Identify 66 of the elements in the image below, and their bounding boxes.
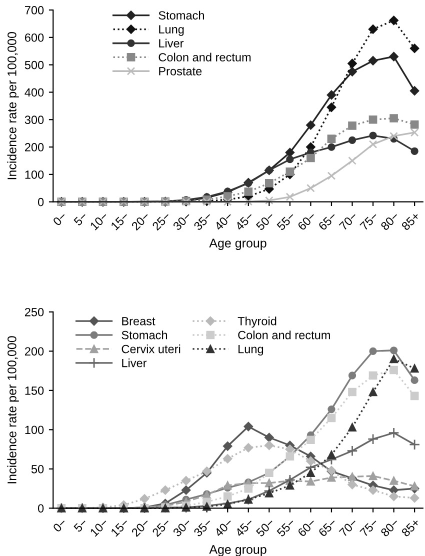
legend-label: Prostate	[159, 67, 202, 76]
x-axis-title: Age group	[209, 238, 266, 250]
legend-label: Colon and rectum	[158, 52, 251, 62]
x-tick-label: 40−	[214, 211, 234, 231]
legend-label: Stomach	[158, 10, 204, 20]
x-tick-label: 75−	[360, 518, 379, 538]
x-tick-label: 80−	[380, 518, 400, 538]
y-axis-title: Incidence rate per 100,000	[7, 336, 19, 484]
x-tick-label: 65−	[318, 211, 338, 231]
legend-label: Colon and rectum	[238, 330, 330, 340]
x-tick-label: 55−	[276, 212, 296, 231]
x-tick-label: 60−	[297, 518, 316, 538]
legend-label: Liver	[122, 358, 147, 368]
x-tick-label: 80−	[380, 211, 400, 231]
x-tick-label: 20−	[131, 211, 150, 231]
y-tick-label: 250	[24, 308, 44, 316]
x-tick-label: 25−	[152, 211, 172, 231]
legend-label: Cervix uteri	[122, 344, 180, 354]
x-tick-label: 70−	[338, 518, 358, 538]
x-tick-label: 20−	[131, 518, 150, 538]
y-tick-label: 100	[25, 426, 44, 434]
x-tick-label: 45−	[234, 518, 254, 538]
x-tick-label: 45−	[234, 212, 254, 231]
y-tick-label: 700	[25, 6, 44, 14]
x-tick-label: 15−	[110, 518, 130, 537]
y-tick-label: 0	[38, 198, 44, 206]
y-axis-title: Incidence rate per 100,000	[7, 32, 19, 180]
x-tick-label: 5−	[73, 518, 88, 533]
x-axis-title: Age group	[209, 545, 266, 556]
x-tick-label: 30−	[172, 211, 192, 231]
x-tick-label: 35−	[193, 518, 213, 538]
x-tick-label: 65−	[318, 518, 338, 538]
legend-label: Lung	[238, 344, 264, 356]
x-tick-label: 60−	[297, 211, 316, 231]
x-tick-label: 0−	[52, 211, 68, 226]
x-tick-label: 40−	[214, 518, 234, 538]
legend-label: Stomach	[122, 330, 168, 340]
y-tick-label: 600	[25, 33, 44, 42]
x-tick-label: 30−	[172, 518, 192, 538]
x-tick-label: 70−	[338, 211, 358, 231]
x-tick-label: 15−	[110, 212, 130, 231]
x-tick-label: 50−	[256, 518, 275, 538]
y-tick-label: 200	[24, 143, 44, 152]
x-tick-label: 75−	[360, 212, 379, 231]
y-tick-label: 200	[24, 347, 44, 356]
y-tick-label: 50	[31, 464, 44, 474]
legend-label: Lung	[159, 25, 184, 36]
y-tick-label: 300	[24, 116, 44, 124]
y-tick-label: 0	[38, 504, 44, 513]
x-tick-label: 35−	[193, 211, 213, 231]
legend-label: Breast	[122, 317, 156, 326]
x-tick-label: 10−	[90, 211, 109, 231]
y-tick-label: 150	[25, 386, 44, 395]
legend-label: Thyroid	[238, 316, 276, 328]
x-tick-label: 85+	[400, 518, 420, 538]
x-tick-label: 85+	[400, 211, 420, 231]
legend-label: Liver	[159, 38, 184, 48]
x-tick-label: 0−	[52, 518, 68, 533]
x-tick-label: 25−	[152, 518, 172, 538]
x-tick-label: 55−	[276, 518, 296, 538]
y-tick-label: 400	[24, 88, 44, 97]
y-tick-label: 500	[24, 60, 44, 70]
y-tick-label: 100	[25, 170, 44, 179]
x-tick-label: 10−	[90, 518, 109, 537]
x-tick-label: 5−	[73, 212, 88, 226]
x-tick-label: 50−	[256, 211, 275, 231]
